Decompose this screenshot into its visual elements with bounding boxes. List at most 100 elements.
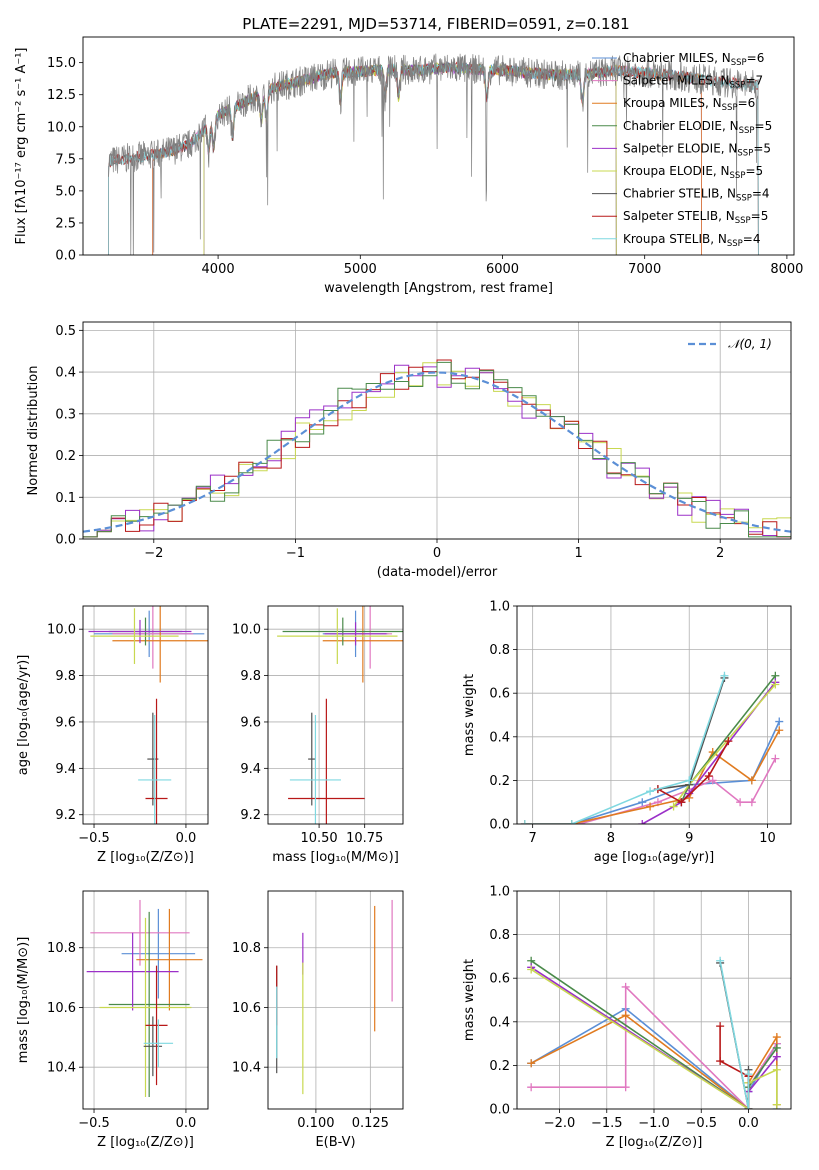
x-tick-label: 0.0 xyxy=(738,1116,759,1131)
spectrum-legend: Chabrier MILES, NSSP=6 Salpeter MILES, NS… xyxy=(592,51,772,249)
y-tick-label: 0.0 xyxy=(489,1103,510,1118)
gaussian-legend-label: 𝒩(0, 1) xyxy=(728,337,772,351)
figure-title: PLATE=2291, MJD=53714, FIBERID=0591, z=0… xyxy=(242,15,629,33)
legend-subscript: SSP xyxy=(737,148,753,158)
x-axis-label: Z [log₁₀(Z/Z⊙)] xyxy=(97,850,194,865)
plot-content xyxy=(83,359,791,538)
weight-marker-kroupa-miles xyxy=(772,1033,781,1042)
weight-marker-kroupa-elodie xyxy=(771,680,780,689)
panel-mass_weight_vs_age: 7 8 9 10 0.0 0.2 0.4 0.6 0.8 1.0 age [log₁₀(age/yr… xyxy=(462,600,792,865)
y-tick-label: 0.6 xyxy=(489,972,510,987)
ticks: −0.5 0.0 10.4 10.6 10.8 xyxy=(47,941,196,1131)
panel-mass_weight_vs_Z: −2.0 −1.5 −1.0 −0.5 0.0 0.0 0.2 0.4 0.6 0.8 1.0 Z [… xyxy=(462,885,792,1150)
weight-marker-kroupa-stelib xyxy=(716,956,725,965)
y-axis-label: Normed distribution xyxy=(26,366,41,496)
weight-marker-kroupa-stelib xyxy=(744,1105,753,1109)
weight-marker-kroupa-stelib xyxy=(744,1070,753,1079)
y-tick-label: 0.1 xyxy=(55,491,76,506)
weight-marker-salpeter-miles xyxy=(747,798,756,807)
x-tick-label: −0.5 xyxy=(685,1116,717,1131)
x-tick-label: 9 xyxy=(685,831,693,846)
y-tick-label: 10.0 xyxy=(47,120,76,135)
x-tick-label: −1 xyxy=(286,546,305,561)
y-tick-label: 10.6 xyxy=(47,1001,76,1016)
legend-subscript: SSP xyxy=(722,103,738,113)
plot-content xyxy=(88,606,208,824)
legend-entry-chabrier-miles: Chabrier MILES, NSSP=6 xyxy=(623,51,764,68)
y-axis-label: mass weight xyxy=(462,959,477,1041)
x-axis-label: wavelength [Angstrom, rest frame] xyxy=(324,281,553,296)
weight-marker-salpeter-elodie xyxy=(685,789,694,798)
legend-subscript: SSP xyxy=(730,81,746,91)
x-tick-label: 0.0 xyxy=(176,831,197,846)
y-tick-label: 10.8 xyxy=(232,941,261,956)
y-tick-label: 10.0 xyxy=(232,623,261,638)
y-tick-label: 0.4 xyxy=(489,730,510,745)
legend-entry-salpeter-miles: Salpeter MILES, NSSP=7 xyxy=(623,74,763,91)
x-axis-label: (data-model)/error xyxy=(377,565,498,580)
ticks: 4000 5000 6000 7000 8000 0.0 2.5 5.0 7.5 10.0 12.5… xyxy=(47,56,803,277)
weight-marker-chabrier-elodie xyxy=(772,1043,781,1052)
ticks: −2 −1 0 1 2 0.0 0.1 0.2 0.3 0.4 0.5 xyxy=(55,324,724,561)
plot-content xyxy=(520,671,784,824)
weight-marker-kroupa-elodie xyxy=(669,802,678,811)
y-tick-label: 9.2 xyxy=(55,808,76,823)
y-tick-label: 0.6 xyxy=(489,687,510,702)
weight-marker-kroupa-miles xyxy=(775,726,784,735)
y-tick-label: 2.5 xyxy=(55,216,76,231)
panel-mass_vs_Z: −0.5 0.0 10.4 10.6 10.8 Z [log₁₀(Z/Z⊙)] mass [… xyxy=(16,890,209,1150)
x-tick-label: −2.0 xyxy=(544,1116,576,1131)
weight-marker-salpeter-stelib xyxy=(677,798,686,807)
axes-frame xyxy=(82,321,792,540)
plot-area xyxy=(268,606,403,824)
weight-marker-kroupa-miles xyxy=(527,1059,536,1068)
y-tick-label: 10.0 xyxy=(47,623,76,638)
legend-subscript: SSP xyxy=(730,171,746,181)
weight-marker-salpeter-elodie xyxy=(772,1052,781,1061)
weight-marker-chabrier-miles xyxy=(638,798,647,807)
x-tick-label: 10 xyxy=(759,831,776,846)
grid xyxy=(268,606,403,824)
x-axis-label: Z [log₁₀(Z/Z⊙)] xyxy=(97,1135,194,1150)
grid xyxy=(83,606,208,824)
x-tick-label: 4000 xyxy=(202,262,235,277)
legend-subscript: SSP xyxy=(731,58,747,68)
y-tick-label: 0.0 xyxy=(489,818,510,833)
legend-entry-kroupa-stelib: Kroupa STELIB, NSSP=4 xyxy=(623,232,761,249)
x-tick-label: −1.0 xyxy=(638,1116,670,1131)
weight-marker-kroupa-stelib xyxy=(567,820,576,824)
weight-marker-kroupa-stelib xyxy=(520,820,529,824)
x-tick-label: 7 xyxy=(529,831,537,846)
weight-marker-salpeter-miles xyxy=(621,1083,630,1092)
weight-marker-salpeter-stelib xyxy=(724,737,733,746)
x-tick-label: −2 xyxy=(144,546,163,561)
y-tick-label: 0.2 xyxy=(489,1059,510,1074)
axes-frame xyxy=(267,605,404,825)
panel-residuals: −2 −1 0 1 2 0.0 0.1 0.2 0.3 0.4 0.5 (data-model)/er… xyxy=(26,321,792,580)
x-tick-label: 5000 xyxy=(344,262,377,277)
y-tick-label: 9.6 xyxy=(55,715,76,730)
weight-marker-kroupa-miles xyxy=(747,776,756,785)
plot-content xyxy=(108,53,759,255)
weight-line-salpeter-stelib xyxy=(657,740,730,804)
axes-frame xyxy=(516,890,792,1110)
plot-content xyxy=(276,899,393,1095)
legend-subscript: SSP xyxy=(739,126,755,136)
y-axis-label: mass [log₁₀(M/M⊙)] xyxy=(16,937,31,1064)
axes-frame xyxy=(82,605,209,825)
y-tick-label: 0.0 xyxy=(55,249,76,264)
y-tick-label: 0.5 xyxy=(55,324,76,339)
weight-marker-kroupa-miles xyxy=(621,1011,630,1020)
histogram-chabrier-elodie xyxy=(83,361,791,538)
x-tick-label: 0 xyxy=(433,546,441,561)
weight-marker-salpeter-miles xyxy=(527,1083,536,1092)
y-tick-label: 12.5 xyxy=(47,88,76,103)
x-tick-label: 0.125 xyxy=(352,1116,389,1131)
y-tick-label: 9.4 xyxy=(55,762,76,777)
y-tick-label: 9.4 xyxy=(240,762,261,777)
x-axis-label: age [log₁₀(age/yr)] xyxy=(594,850,715,865)
weight-marker-kroupa-stelib xyxy=(720,671,729,680)
y-tick-label: 10.4 xyxy=(47,1061,76,1076)
x-tick-label: 0.0 xyxy=(176,1116,197,1131)
